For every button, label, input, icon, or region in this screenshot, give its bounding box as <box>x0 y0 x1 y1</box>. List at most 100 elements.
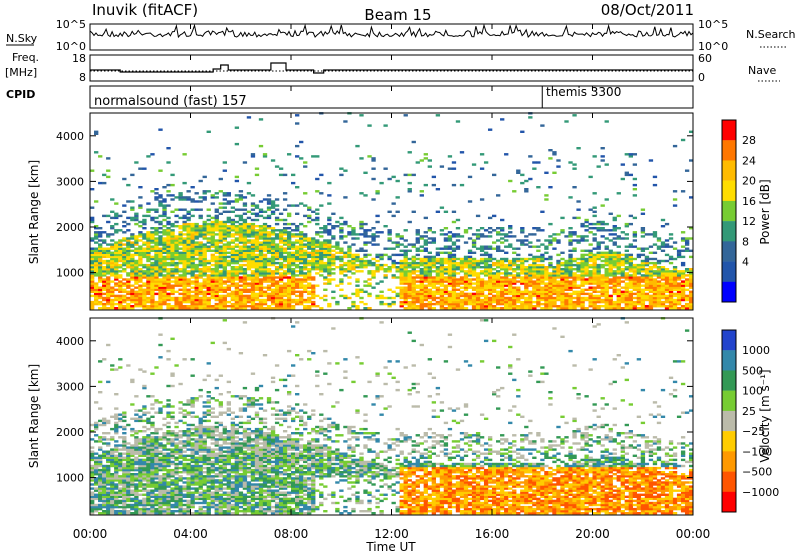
heatmap-cell <box>242 280 248 283</box>
heatmap-cell <box>162 266 167 269</box>
heatmap-cell <box>556 261 561 265</box>
heatmap-cell <box>242 222 248 226</box>
heatmap-cell <box>162 231 167 234</box>
heatmap-cell <box>94 464 99 468</box>
heatmap-cell <box>592 300 597 304</box>
heatmap-cell <box>198 292 203 296</box>
heatmap-cell <box>166 288 171 291</box>
heatmap-cell <box>154 237 159 240</box>
heatmap-cell <box>640 229 646 232</box>
heatmap-cell <box>134 300 139 304</box>
heatmap-cell <box>688 196 694 199</box>
heatmap-cell <box>230 241 236 244</box>
heatmap-cell <box>202 220 207 224</box>
heatmap-cell <box>600 290 605 293</box>
heatmap-cell <box>282 270 288 273</box>
heatmap-cell <box>234 237 240 240</box>
heatmap-cell <box>487 247 493 250</box>
heatmap-cell <box>94 460 99 464</box>
heatmap-cell <box>335 225 340 228</box>
heatmap-cell <box>291 282 296 285</box>
heatmap-cell <box>274 294 280 298</box>
heatmap-cell <box>190 245 195 248</box>
heatmap-cell <box>520 296 525 300</box>
heatmap-cell <box>206 298 211 302</box>
heatmap-cell <box>459 294 465 298</box>
heatmap-cell <box>106 307 111 310</box>
heatmap-cell <box>126 259 131 263</box>
heatmap-cell <box>355 288 360 291</box>
heatmap-cell <box>110 479 115 482</box>
heatmap-cell <box>403 251 408 254</box>
heatmap-cell <box>222 263 227 267</box>
heatmap-cell <box>246 229 252 232</box>
heatmap-cell <box>98 512 103 515</box>
heatmap-cell <box>315 208 320 211</box>
heatmap-cell <box>467 284 473 287</box>
heatmap-cell <box>126 229 131 232</box>
heatmap-cell <box>568 253 573 257</box>
heatmap-cell <box>612 233 617 236</box>
heatmap-cell <box>206 268 211 271</box>
heatmap-cell <box>371 177 376 181</box>
heatmap-cell <box>508 263 513 267</box>
heatmap-cell <box>335 302 340 306</box>
heatmap-cell <box>399 286 404 289</box>
heatmap-cell <box>186 305 191 308</box>
heatmap-cell <box>451 280 457 283</box>
heatmap-cell <box>154 188 159 191</box>
heatmap-cell <box>106 278 111 281</box>
heatmap-cell <box>242 204 248 207</box>
heatmap-cell <box>262 259 268 263</box>
heatmap-cell <box>282 305 288 308</box>
heatmap-cell <box>608 272 613 275</box>
heatmap-cell <box>435 247 441 250</box>
heatmap-cell <box>102 286 107 289</box>
heatmap-cell <box>532 255 537 259</box>
heatmap-cell <box>496 276 501 279</box>
heatmap-cell <box>351 255 356 259</box>
heatmap-cell <box>234 243 240 246</box>
heatmap-cell <box>660 274 666 277</box>
heatmap-cell <box>146 282 151 285</box>
heatmap-cell <box>146 253 151 257</box>
heatmap-cell <box>142 243 147 246</box>
heatmap-cell <box>286 247 292 250</box>
heatmap-cell <box>299 284 304 287</box>
heatmap-cell <box>596 222 601 226</box>
heatmap-cell <box>560 261 565 265</box>
heatmap-cell <box>307 259 312 263</box>
heatmap-cell <box>222 225 227 228</box>
heatmap-cell <box>286 214 292 218</box>
heatmap-cell <box>98 231 103 234</box>
heatmap-cell <box>202 268 207 271</box>
heatmap-cell <box>656 272 662 275</box>
heatmap-cell <box>483 272 489 275</box>
heatmap-cell <box>471 292 477 296</box>
heatmap-cell <box>608 270 613 273</box>
heatmap-cell <box>568 161 573 164</box>
heatmap-cell <box>210 253 215 257</box>
heatmap-cell <box>459 276 465 279</box>
heatmap-cell <box>548 255 553 259</box>
heatmap-cell <box>648 266 654 269</box>
heatmap-cell <box>379 255 384 259</box>
heatmap-cell <box>455 296 461 300</box>
heatmap-cell <box>319 255 324 259</box>
heatmap-cell <box>258 233 264 236</box>
heatmap-cell <box>258 292 264 296</box>
heatmap-cell <box>170 272 175 275</box>
heatmap-cell <box>122 278 127 281</box>
heatmap-cell <box>146 235 151 238</box>
heatmap-cell <box>564 280 569 283</box>
heatmap-cell <box>202 274 207 277</box>
heatmap-cell <box>415 286 420 289</box>
heatmap-cell <box>339 216 344 220</box>
heatmap-cell <box>604 255 609 259</box>
heatmap-cell <box>371 263 376 267</box>
heatmap-cell <box>664 222 670 226</box>
heatmap-cell <box>648 288 654 291</box>
heatmap-cell <box>371 286 376 289</box>
heatmap-cell <box>455 272 461 275</box>
heatmap-cell <box>612 255 617 259</box>
